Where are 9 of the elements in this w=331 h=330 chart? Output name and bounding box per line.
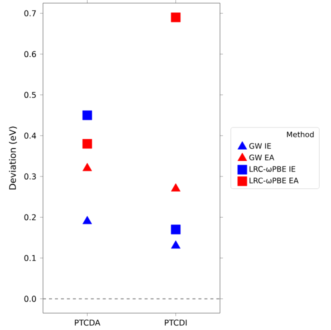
point xyxy=(82,110,92,120)
point xyxy=(170,224,181,234)
point xyxy=(82,216,92,224)
point xyxy=(171,240,180,249)
point xyxy=(171,183,180,192)
y-axis-title: Deviation (eV) xyxy=(8,126,17,190)
point xyxy=(82,138,92,149)
point xyxy=(170,12,181,22)
point xyxy=(82,162,92,172)
